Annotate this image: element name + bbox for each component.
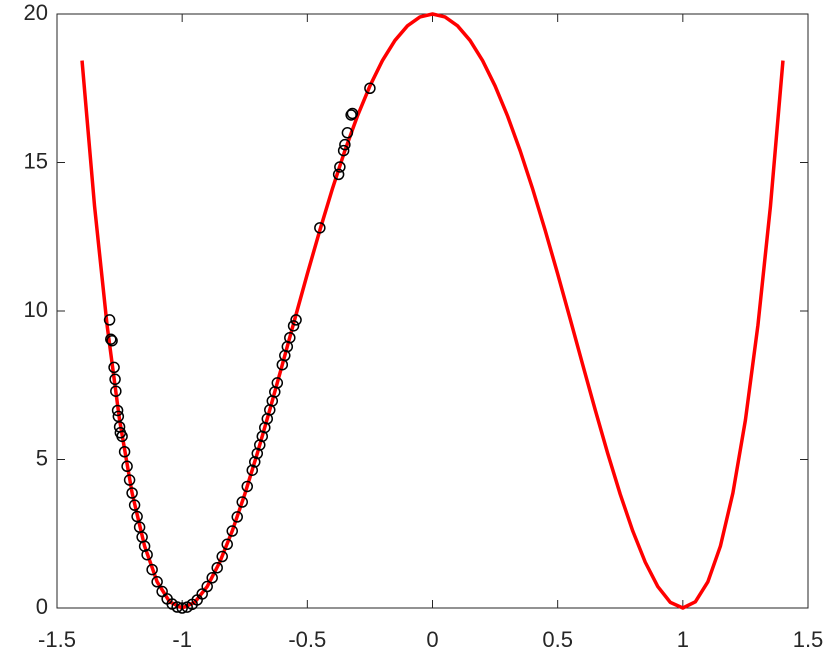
x-tick-label: 1: [677, 627, 689, 652]
data-point: [314, 222, 326, 234]
data-point: [151, 576, 163, 588]
data-point: [111, 404, 124, 417]
data-point: [334, 161, 346, 173]
data-point: [364, 82, 376, 94]
y-tick-label: 0: [36, 594, 48, 619]
data-point: [221, 538, 233, 551]
data-point: [345, 109, 357, 121]
data-point: [236, 496, 248, 508]
y-tick-label: 20: [24, 0, 48, 25]
data-point: [146, 563, 158, 576]
data-point: [108, 361, 120, 374]
data-point: [211, 561, 223, 574]
data-point: [126, 487, 138, 499]
data-point: [341, 127, 354, 139]
data-point: [231, 511, 243, 523]
data-point: [284, 331, 296, 344]
data-point: [128, 499, 141, 511]
data-point: [226, 525, 238, 537]
data-point: [339, 138, 351, 151]
data-point: [131, 510, 143, 523]
data-point: [216, 550, 228, 563]
data-point: [116, 430, 128, 443]
data-point: [337, 144, 350, 157]
data-point: [346, 107, 359, 120]
data-point: [241, 480, 254, 493]
data-point: [271, 377, 284, 389]
data-point: [141, 548, 153, 561]
y-tick-label: 5: [36, 445, 48, 470]
data-point: [123, 474, 136, 486]
curve: [80, 12, 785, 610]
data-point: [287, 320, 300, 332]
data-point: [176, 602, 188, 614]
y-tick-label: 15: [24, 148, 48, 173]
data-point: [105, 333, 117, 345]
data-point: [118, 445, 131, 458]
x-tick-label: -0.5: [288, 627, 326, 652]
data-point: [110, 385, 122, 397]
x-tick-label: 1.5: [793, 627, 824, 652]
data-point: [201, 580, 213, 593]
data-point: [290, 314, 302, 326]
x-tick-label: 0.5: [542, 627, 573, 652]
x-tick-label: 0: [426, 627, 438, 652]
data-point: [121, 460, 133, 473]
data-point: [206, 572, 218, 584]
plot-frame: [56, 13, 809, 609]
y-tick-label: 10: [24, 297, 48, 322]
data-point: [249, 456, 261, 468]
data-point: [109, 373, 121, 386]
x-tick-label: -1: [172, 627, 192, 652]
data-point: [106, 334, 118, 347]
data-point: [246, 464, 259, 476]
data-point: [103, 314, 116, 326]
x-tick-label: -1.5: [38, 627, 76, 652]
data-point: [332, 168, 345, 181]
